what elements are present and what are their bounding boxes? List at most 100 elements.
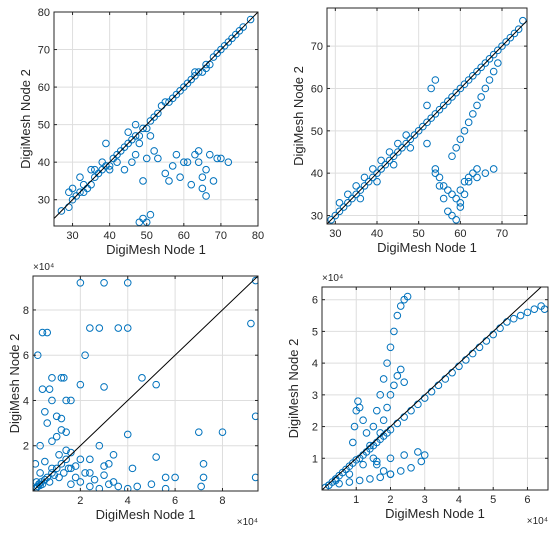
scatter-point (202, 60, 210, 69)
scatter-point (460, 80, 469, 89)
reference-line (54, 12, 258, 219)
scatter-point (348, 194, 356, 203)
scatter-point (218, 428, 227, 436)
y-tick-label: 30 (38, 195, 50, 207)
scatter-point (327, 215, 335, 224)
reference-line (327, 20, 527, 224)
scatter-point (48, 464, 56, 473)
scatter-point (523, 308, 532, 317)
y-tick-label: 50 (311, 126, 323, 138)
scatter-point (38, 385, 47, 393)
x-tick-label: 1 (353, 494, 359, 506)
scatter-point (393, 311, 402, 320)
scatter-point (464, 177, 473, 186)
scatter-point (406, 135, 415, 144)
scatter-point (369, 173, 377, 182)
axes-box (326, 7, 528, 225)
x-tick-label: 6 (172, 495, 178, 507)
scatter-point (86, 455, 94, 464)
scatter-point (444, 186, 452, 194)
scatter-point (224, 158, 233, 166)
scatter-point (33, 460, 40, 468)
scatter-point (373, 169, 381, 177)
scatter-point (135, 139, 144, 148)
scatter-point (366, 475, 374, 483)
scatter-point (76, 478, 85, 486)
y-exponent-label: ×10⁴ (322, 273, 343, 284)
scatter-point (239, 23, 247, 31)
x-tick-label: 60 (454, 228, 466, 240)
scatter-point (43, 473, 52, 482)
scatter-point (417, 457, 426, 466)
y-tick-label: 30 (311, 211, 323, 223)
scatter-point (435, 182, 444, 190)
scatter-point (403, 292, 412, 301)
scatter-point (444, 97, 452, 105)
scatter-point (62, 396, 70, 405)
scatter-point (45, 478, 54, 486)
scatter-point (55, 473, 63, 482)
y-tick-label: 3 (312, 390, 318, 402)
scatter-point (473, 101, 481, 110)
reference-line (322, 287, 542, 490)
reference-line (33, 276, 258, 491)
scatter-point (139, 214, 147, 223)
scatter-point (477, 93, 485, 101)
scatter-point (197, 482, 205, 491)
scatter-point (460, 177, 469, 186)
scatter-point (199, 473, 208, 482)
scatter-point (104, 460, 113, 468)
scatter-point (364, 177, 373, 186)
scatter-point (79, 180, 88, 189)
scatter-point (439, 182, 448, 190)
scatter-point (396, 365, 405, 374)
scatter-point (138, 374, 146, 382)
scatter-point (344, 190, 352, 199)
scatter-point (464, 173, 473, 182)
scatter-point (67, 480, 75, 489)
x-tick-label: 30 (66, 230, 78, 242)
y-tick-label: 40 (311, 168, 323, 180)
scatter-point (473, 165, 481, 173)
scatter-point (76, 380, 85, 389)
scatter-point (496, 324, 504, 333)
scatter-point (161, 169, 170, 178)
x-tick-label: 30 (329, 228, 341, 240)
y-tick-label: 60 (38, 82, 50, 94)
x-tick-label: 70 (496, 228, 508, 240)
scatter-point (168, 162, 177, 170)
scatter-point (161, 473, 170, 482)
scatter-point (386, 454, 395, 463)
scatter-point (146, 132, 155, 140)
scatter-point (350, 422, 359, 431)
scatter-point (123, 324, 132, 332)
scatter-point (410, 131, 419, 139)
scatter-point (468, 349, 477, 358)
scatter-point (448, 190, 456, 199)
scatter-point (191, 150, 199, 159)
panel-3: 2 4 6 8 2 4 6 8 DigiMesh Node 1 DigiMesh Node 2 ×1… (7, 262, 259, 528)
y-tick-label: 2 (23, 441, 29, 453)
scatter-point (86, 469, 94, 477)
panel-2: 30 40 50 60 70 30 40 50 60 70 DigiMesh Node 1 DigiM… (291, 7, 528, 255)
scatter-point (65, 203, 73, 212)
scatter-point (352, 190, 360, 199)
scatter-point (373, 177, 381, 186)
scatter-point (385, 148, 394, 156)
axes-box (321, 286, 549, 491)
scatter-point (435, 173, 444, 182)
scatter-point (456, 199, 465, 207)
scatter-point (67, 448, 75, 457)
scatter-point (352, 182, 360, 190)
scatter-point (48, 374, 56, 382)
scatter-point (393, 372, 402, 380)
y-tick-label: 70 (38, 45, 50, 57)
scatter-point (124, 128, 132, 136)
y-tick-label: 50 (38, 120, 50, 132)
y-tick-label: 1 (312, 453, 318, 465)
scatter-point (386, 470, 395, 478)
x-axis-label: DigiMesh Node 1 (106, 242, 206, 257)
scatter-point (131, 150, 140, 159)
scatter-point (57, 374, 66, 382)
scatter-point (339, 203, 348, 211)
